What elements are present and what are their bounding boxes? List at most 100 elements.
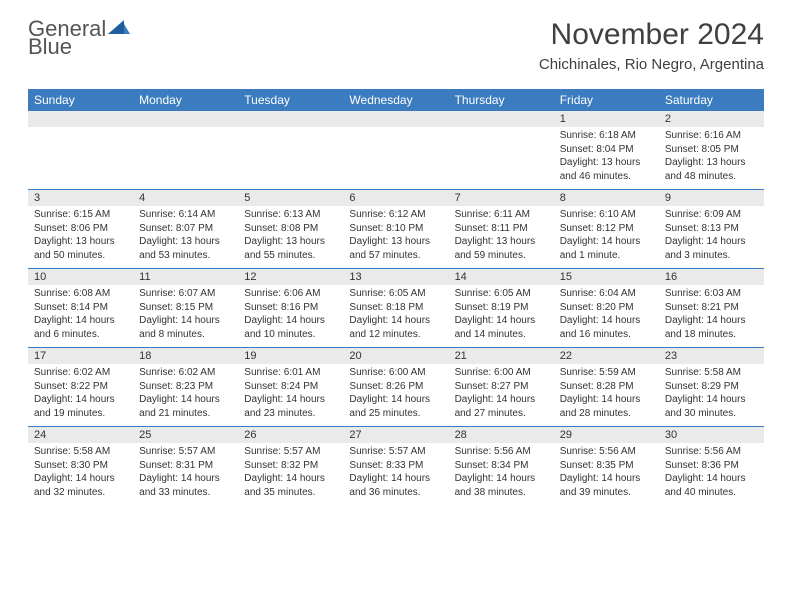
daylight-text: Daylight: 14 hours and 27 minutes. (455, 393, 548, 420)
sunset-text: Sunset: 8:23 PM (139, 380, 232, 394)
sunset-text: Sunset: 8:08 PM (244, 222, 337, 236)
daylight-text: Daylight: 14 hours and 36 minutes. (349, 472, 442, 499)
daylight-text: Daylight: 14 hours and 40 minutes. (665, 472, 758, 499)
day-number: 22 (554, 348, 659, 364)
daylight-text: Daylight: 14 hours and 28 minutes. (560, 393, 653, 420)
day-details: Sunrise: 5:56 AMSunset: 8:34 PMDaylight:… (449, 443, 554, 505)
daylight-text: Daylight: 13 hours and 50 minutes. (34, 235, 127, 262)
day-header-row: Sunday Monday Tuesday Wednesday Thursday… (28, 89, 764, 111)
day-details: Sunrise: 6:04 AMSunset: 8:20 PMDaylight:… (554, 285, 659, 347)
sunset-text: Sunset: 8:34 PM (455, 459, 548, 473)
day-details: Sunrise: 5:57 AMSunset: 8:33 PMDaylight:… (343, 443, 448, 505)
sunset-text: Sunset: 8:24 PM (244, 380, 337, 394)
sunrise-text: Sunrise: 5:58 AM (665, 366, 758, 380)
day-number: 30 (659, 427, 764, 443)
week-detail-row: Sunrise: 5:58 AMSunset: 8:30 PMDaylight:… (28, 443, 764, 505)
sunrise-text: Sunrise: 6:14 AM (139, 208, 232, 222)
daylight-text: Daylight: 14 hours and 3 minutes. (665, 235, 758, 262)
day-number: 13 (343, 269, 448, 285)
day-number: 15 (554, 269, 659, 285)
day-details: Sunrise: 6:00 AMSunset: 8:27 PMDaylight:… (449, 364, 554, 426)
day-number (133, 111, 238, 127)
sunset-text: Sunset: 8:13 PM (665, 222, 758, 236)
daylight-text: Daylight: 14 hours and 32 minutes. (34, 472, 127, 499)
week-detail-row: Sunrise: 6:02 AMSunset: 8:22 PMDaylight:… (28, 364, 764, 426)
daylight-text: Daylight: 13 hours and 48 minutes. (665, 156, 758, 183)
day-details: Sunrise: 6:00 AMSunset: 8:26 PMDaylight:… (343, 364, 448, 426)
sunrise-text: Sunrise: 6:00 AM (455, 366, 548, 380)
day-number: 10 (28, 269, 133, 285)
day-number (449, 111, 554, 127)
day-details (449, 127, 554, 189)
sunset-text: Sunset: 8:32 PM (244, 459, 337, 473)
sunset-text: Sunset: 8:14 PM (34, 301, 127, 315)
day-header-sat: Saturday (659, 89, 764, 111)
day-number: 29 (554, 427, 659, 443)
day-details: Sunrise: 6:15 AMSunset: 8:06 PMDaylight:… (28, 206, 133, 268)
day-details: Sunrise: 6:05 AMSunset: 8:19 PMDaylight:… (449, 285, 554, 347)
day-header-thu: Thursday (449, 89, 554, 111)
month-title: November 2024 (539, 18, 764, 52)
daylight-text: Daylight: 14 hours and 25 minutes. (349, 393, 442, 420)
day-number: 5 (238, 190, 343, 206)
day-details: Sunrise: 6:09 AMSunset: 8:13 PMDaylight:… (659, 206, 764, 268)
daylight-text: Daylight: 13 hours and 57 minutes. (349, 235, 442, 262)
sunrise-text: Sunrise: 6:05 AM (455, 287, 548, 301)
day-details: Sunrise: 6:05 AMSunset: 8:18 PMDaylight:… (343, 285, 448, 347)
week-detail-row: Sunrise: 6:08 AMSunset: 8:14 PMDaylight:… (28, 285, 764, 347)
day-number: 25 (133, 427, 238, 443)
day-details (133, 127, 238, 189)
sunset-text: Sunset: 8:11 PM (455, 222, 548, 236)
sunrise-text: Sunrise: 5:59 AM (560, 366, 653, 380)
day-details: Sunrise: 6:16 AMSunset: 8:05 PMDaylight:… (659, 127, 764, 189)
daylight-text: Daylight: 13 hours and 59 minutes. (455, 235, 548, 262)
header: General Blue November 2024 Chichinales, … (0, 0, 792, 79)
daylight-text: Daylight: 14 hours and 1 minute. (560, 235, 653, 262)
sunrise-text: Sunrise: 6:03 AM (665, 287, 758, 301)
week-daynum-row: 17181920212223 (28, 347, 764, 364)
daylight-text: Daylight: 14 hours and 8 minutes. (139, 314, 232, 341)
sunrise-text: Sunrise: 6:02 AM (34, 366, 127, 380)
sunset-text: Sunset: 8:06 PM (34, 222, 127, 236)
sunrise-text: Sunrise: 6:15 AM (34, 208, 127, 222)
sunset-text: Sunset: 8:26 PM (349, 380, 442, 394)
sunrise-text: Sunrise: 6:04 AM (560, 287, 653, 301)
day-number: 23 (659, 348, 764, 364)
daylight-text: Daylight: 14 hours and 10 minutes. (244, 314, 337, 341)
sunrise-text: Sunrise: 6:10 AM (560, 208, 653, 222)
day-number: 26 (238, 427, 343, 443)
sunrise-text: Sunrise: 6:18 AM (560, 129, 653, 143)
day-details: Sunrise: 5:58 AMSunset: 8:29 PMDaylight:… (659, 364, 764, 426)
calendar: Sunday Monday Tuesday Wednesday Thursday… (28, 89, 764, 505)
day-details: Sunrise: 6:08 AMSunset: 8:14 PMDaylight:… (28, 285, 133, 347)
day-details: Sunrise: 6:13 AMSunset: 8:08 PMDaylight:… (238, 206, 343, 268)
sunrise-text: Sunrise: 5:56 AM (455, 445, 548, 459)
sunrise-text: Sunrise: 5:56 AM (560, 445, 653, 459)
week-detail-row: Sunrise: 6:18 AMSunset: 8:04 PMDaylight:… (28, 127, 764, 189)
day-details: Sunrise: 6:11 AMSunset: 8:11 PMDaylight:… (449, 206, 554, 268)
day-number: 16 (659, 269, 764, 285)
day-header-mon: Monday (133, 89, 238, 111)
day-number: 14 (449, 269, 554, 285)
day-number: 19 (238, 348, 343, 364)
week-daynum-row: 12 (28, 111, 764, 127)
sunrise-text: Sunrise: 5:57 AM (244, 445, 337, 459)
sunrise-text: Sunrise: 5:57 AM (139, 445, 232, 459)
day-header-tue: Tuesday (238, 89, 343, 111)
day-details: Sunrise: 6:10 AMSunset: 8:12 PMDaylight:… (554, 206, 659, 268)
day-number: 6 (343, 190, 448, 206)
day-details: Sunrise: 6:03 AMSunset: 8:21 PMDaylight:… (659, 285, 764, 347)
sunset-text: Sunset: 8:31 PM (139, 459, 232, 473)
day-details: Sunrise: 6:07 AMSunset: 8:15 PMDaylight:… (133, 285, 238, 347)
day-details: Sunrise: 6:14 AMSunset: 8:07 PMDaylight:… (133, 206, 238, 268)
sunrise-text: Sunrise: 5:58 AM (34, 445, 127, 459)
day-details: Sunrise: 6:02 AMSunset: 8:23 PMDaylight:… (133, 364, 238, 426)
daylight-text: Daylight: 13 hours and 53 minutes. (139, 235, 232, 262)
weeks-container: 12Sunrise: 6:18 AMSunset: 8:04 PMDayligh… (28, 111, 764, 505)
daylight-text: Daylight: 14 hours and 16 minutes. (560, 314, 653, 341)
day-number: 2 (659, 111, 764, 127)
sunrise-text: Sunrise: 6:11 AM (455, 208, 548, 222)
day-details: Sunrise: 5:57 AMSunset: 8:31 PMDaylight:… (133, 443, 238, 505)
daylight-text: Daylight: 14 hours and 30 minutes. (665, 393, 758, 420)
logo-text-block: General Blue (28, 18, 130, 58)
